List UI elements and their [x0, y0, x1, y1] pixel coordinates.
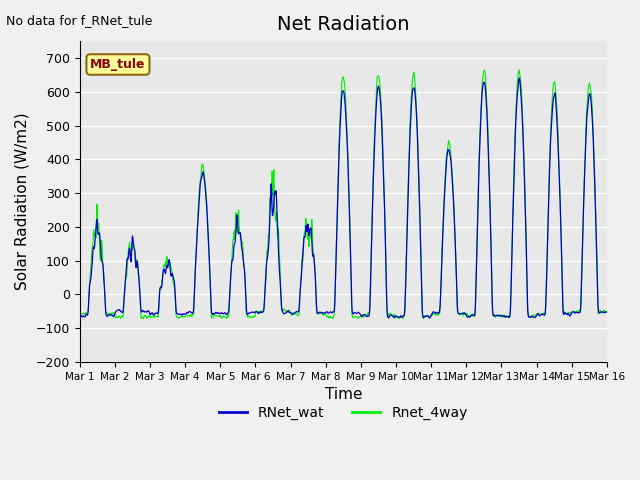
Text: No data for f_RNet_tule: No data for f_RNet_tule: [6, 14, 153, 27]
X-axis label: Time: Time: [324, 387, 362, 402]
Text: MB_tule: MB_tule: [90, 58, 146, 71]
Y-axis label: Solar Radiation (W/m2): Solar Radiation (W/m2): [15, 113, 30, 290]
Title: Net Radiation: Net Radiation: [277, 15, 410, 34]
Legend: RNet_wat, Rnet_4way: RNet_wat, Rnet_4way: [214, 400, 473, 425]
